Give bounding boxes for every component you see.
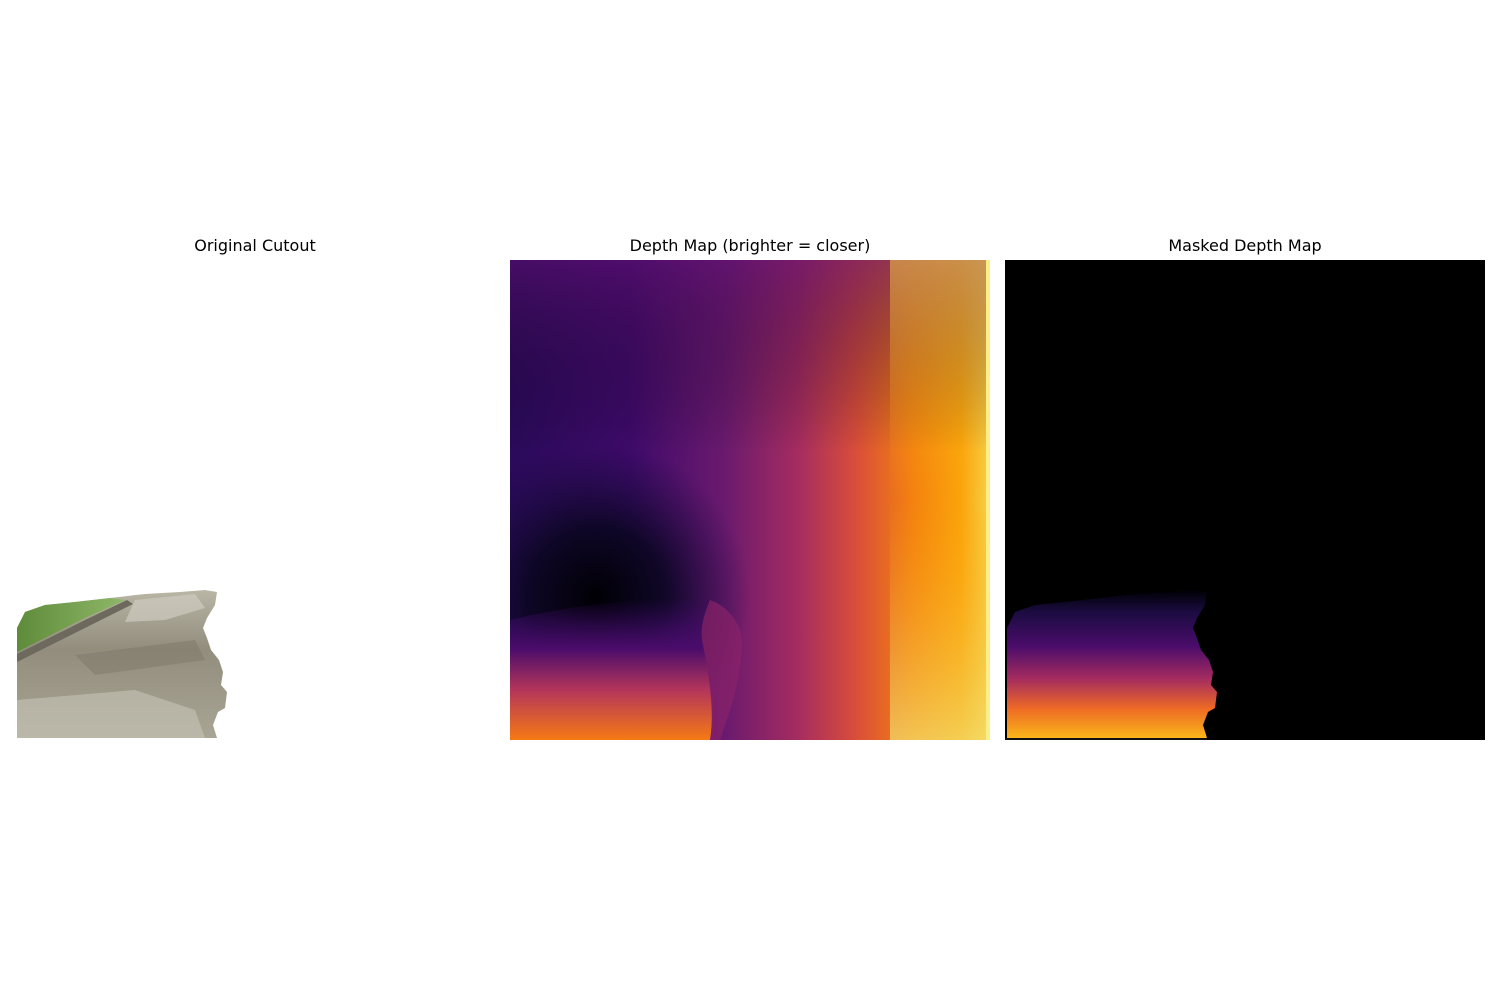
depth-map-image — [510, 260, 990, 740]
panel-title-masked: Masked Depth Map — [1168, 236, 1322, 255]
masked-depth-map-image — [1005, 260, 1485, 740]
original-cutout-image — [15, 260, 495, 740]
panel-title-original: Original Cutout — [194, 236, 316, 255]
panel-title-depth: Depth Map (brighter = closer) — [629, 236, 871, 255]
